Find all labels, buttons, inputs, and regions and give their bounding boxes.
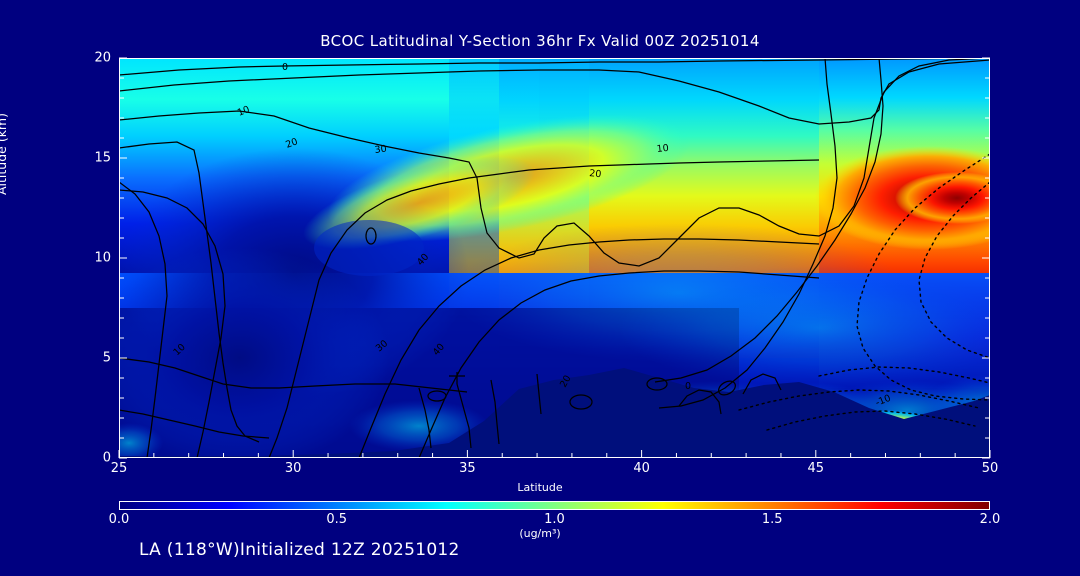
filled-contour-field: 0 10 20 30 20 10 40 10 30 40 20 0 -10	[119, 58, 990, 458]
footer-caption: LA (118°W)Initialized 12Z 20251012	[139, 540, 460, 560]
contour-label-10b: 10	[656, 143, 669, 155]
contour-label-40: 40	[415, 252, 431, 268]
contour-label-20c: 20	[558, 374, 574, 390]
contour-label-0: 0	[282, 62, 288, 73]
contour-label-neg10: -10	[874, 393, 893, 409]
x-tick-label-50: 50	[981, 461, 999, 476]
colorbar-units-label: (ug/m³)	[519, 527, 561, 540]
y-tick-label-0: 0	[102, 450, 111, 466]
y-axis-title: Altitude (km)	[0, 113, 9, 195]
x-tick-label-25: 25	[110, 461, 128, 476]
x-tick-label-40: 40	[633, 461, 650, 476]
x-tick-label-30: 30	[284, 461, 302, 476]
wind-speed-contour-overlay: 0 10 20 30 20 10 40 10 30 40 20 0 -10	[119, 58, 990, 458]
x-tick-label-35: 35	[459, 461, 476, 476]
y-tick-label-20: 20	[94, 50, 111, 66]
contour-label-10a: 10	[236, 104, 251, 119]
chart-title: BCOC Latitudinal Y-Section 36hr Fx Valid…	[320, 32, 760, 50]
contour-label-10c: 10	[171, 342, 187, 358]
terrain-mask	[119, 368, 990, 458]
y-tick-label-10: 10	[94, 250, 111, 266]
colorbar-tick-1.5: 1.5	[761, 512, 783, 527]
x-tick-label-45: 45	[807, 461, 825, 476]
contour-label-40b: 40	[431, 342, 447, 358]
contour-label-30a: 30	[374, 144, 387, 156]
colorbar-tick-0.0: 0.0	[108, 512, 130, 527]
x-axis-title: Latitude	[517, 481, 563, 494]
contour-label-30b: 30	[374, 338, 390, 354]
colorbar	[119, 501, 990, 510]
colorbar-tick-1.0: 1.0	[544, 512, 565, 527]
contour-label-20a: 20	[284, 136, 299, 150]
contour-label-20b: 20	[589, 168, 602, 180]
plot-area: 0 10 20 30 20 10 40 10 30 40 20 0 -10	[119, 58, 990, 458]
y-tick-label-5: 5	[102, 350, 111, 366]
contour-label-0b: 0	[685, 381, 691, 392]
colorbar-tick-2.0: 2.0	[979, 512, 1001, 527]
contour-fill-svg	[119, 58, 990, 458]
y-tick-label-15: 15	[94, 150, 111, 166]
colorbar-tick-0.5: 0.5	[326, 512, 348, 527]
